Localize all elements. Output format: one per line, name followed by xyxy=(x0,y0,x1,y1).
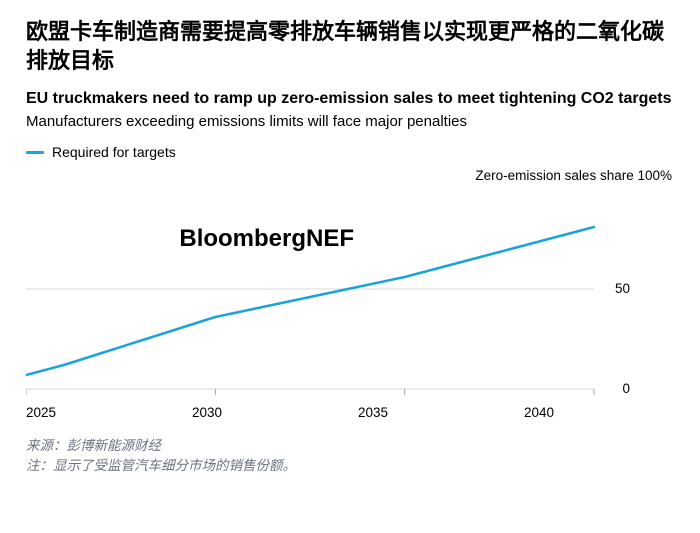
legend-swatch xyxy=(26,151,44,154)
line-chart: 0 50 xyxy=(26,189,674,399)
title-chinese: 欧盟卡车制造商需要提高零排放车辆销售以实现更严格的二氧化碳排放目标 xyxy=(26,18,674,75)
x-tick-label: 2030 xyxy=(192,405,222,420)
title-english: EU truckmakers need to ramp up zero-emis… xyxy=(26,89,674,109)
footer-note: 注：显示了受监管汽车细分市场的销售份额。 xyxy=(26,456,674,476)
y-axis-title: Zero-emission sales share 100% xyxy=(26,168,674,183)
x-tick-label: 2025 xyxy=(26,405,56,420)
x-tick-label: 2035 xyxy=(358,405,388,420)
legend-label: Required for targets xyxy=(52,144,176,160)
x-tick-label: 2040 xyxy=(524,405,554,420)
chart-area: 050 BloombergNEF 2025203020352040 xyxy=(26,189,674,420)
svg-text:0: 0 xyxy=(622,381,630,396)
footer-source: 来源：彭博新能源财经 xyxy=(26,436,674,456)
legend: Required for targets xyxy=(26,144,674,160)
x-axis-ticks: 2025 2030 2035 2040 xyxy=(26,405,594,420)
subtitle-english: Manufacturers exceeding emissions limits… xyxy=(26,113,674,130)
svg-text:50: 50 xyxy=(615,281,630,296)
footer: 来源：彭博新能源财经 注：显示了受监管汽车细分市场的销售份额。 xyxy=(26,436,674,477)
